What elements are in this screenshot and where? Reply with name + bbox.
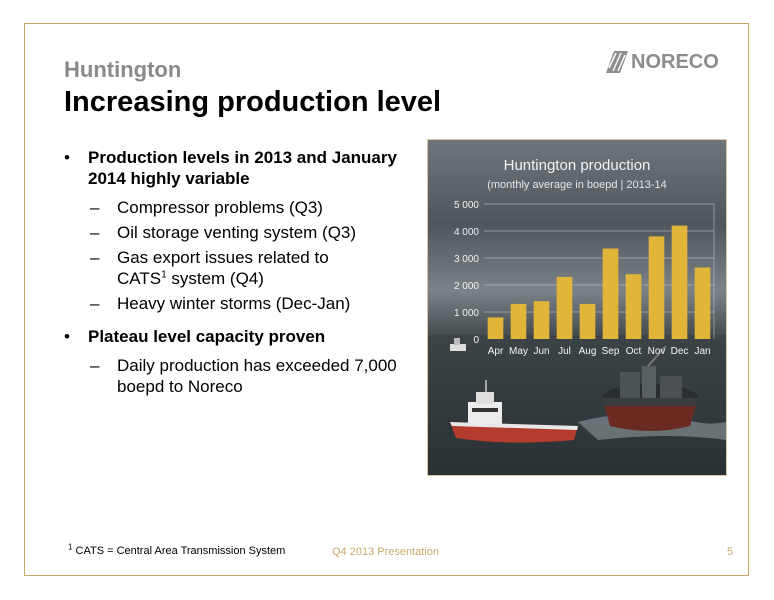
bullet-production-variable: Production levels in 2013 and January 20… <box>64 147 404 189</box>
production-chart: Huntington production (monthly average in… <box>428 140 726 475</box>
production-chart-photo: Huntington production (monthly average in… <box>427 139 727 476</box>
chart-layer: Huntington production (monthly average in… <box>454 157 715 357</box>
chart-subtitle: (monthly average in boepd | 2013-14 <box>487 179 667 191</box>
cats-prefix: CATS <box>117 269 162 288</box>
bar-jun <box>533 301 550 339</box>
sub-bullet-text: Oil storage venting system (Q3) <box>117 223 357 242</box>
y-tick-label: 0 <box>473 335 479 346</box>
sub-bullet-text: Heavy winter storms (Dec-Jan) <box>117 294 351 313</box>
x-tick-label: Nov <box>648 346 666 357</box>
fpso-platform <box>602 345 698 431</box>
sub-bullet: – Compressor problems (Q3) <box>90 198 323 217</box>
footnote: 1 CATS = Central Area Transmission Syste… <box>68 542 286 557</box>
sub-bullet: – Daily production has exceeded 7,000 boe… <box>90 356 397 396</box>
bar-sep <box>602 248 619 339</box>
noreco-logo-icon <box>606 51 628 73</box>
bar-nov <box>648 236 665 339</box>
slide-frame <box>24 23 749 576</box>
x-tick-label: Oct <box>626 346 642 357</box>
x-tick-label: May <box>509 346 528 357</box>
y-tick-label: 5 000 <box>454 200 479 211</box>
sub-bullet-text: Compressor problems (Q3) <box>117 198 323 217</box>
noreco-logo: NORECO <box>606 50 722 74</box>
footnote-text: CATS = Central Area Transmission System <box>75 545 286 557</box>
footnote-superscript: 1 <box>68 542 73 552</box>
cats-superscript: 1 <box>161 269 167 281</box>
x-tick-label: Aug <box>579 346 597 357</box>
footer-presentation: Q4 2013 Presentation <box>332 546 440 558</box>
x-tick-label: Jan <box>694 346 710 357</box>
sub-bullet-text: Gas export issues related to <box>117 248 329 267</box>
sub-bullet: – Oil storage venting system (Q3) <box>90 223 357 242</box>
x-tick-label: Dec <box>671 346 689 357</box>
bullet-list: Production levels in 2013 and January 20… <box>64 147 404 401</box>
bar-may <box>510 303 527 339</box>
bar-dec <box>671 225 688 339</box>
y-tick-label: 2 000 <box>454 281 479 292</box>
x-tick-label: Jun <box>533 346 549 357</box>
sub-bullet: – Heavy winter storms (Dec-Jan) <box>90 294 351 313</box>
y-tick-label: 1 000 <box>454 308 479 319</box>
chart-title: Huntington production <box>504 157 651 174</box>
cats-suffix: system (Q4) <box>166 269 264 288</box>
x-tick-label: Jul <box>558 346 571 357</box>
slide-title: Increasing production level <box>64 86 442 118</box>
x-tick-label: Sep <box>602 346 620 357</box>
bar-oct <box>625 274 642 339</box>
page-number: 5 <box>727 546 734 558</box>
bar-jul <box>556 276 573 339</box>
distant-boat <box>450 338 466 351</box>
supply-vessel <box>450 380 578 443</box>
bar-aug <box>579 303 596 339</box>
y-tick-label: 3 000 <box>454 254 479 265</box>
slide-subtitle: Huntington <box>64 57 182 82</box>
bar-jan <box>694 267 711 339</box>
x-tick-label: Apr <box>488 346 504 357</box>
sub-bullet: – Gas export issues related to CATS1 syste… <box>90 248 329 288</box>
sub-bullet-text: Daily production has exceeded 7,000 boep… <box>117 356 397 396</box>
bullet-plateau-capacity: Plateau level capacity proven <box>64 326 404 347</box>
logo-text: NORECO <box>631 50 719 73</box>
bar-apr <box>487 317 504 339</box>
y-tick-label: 4 000 <box>454 227 479 238</box>
